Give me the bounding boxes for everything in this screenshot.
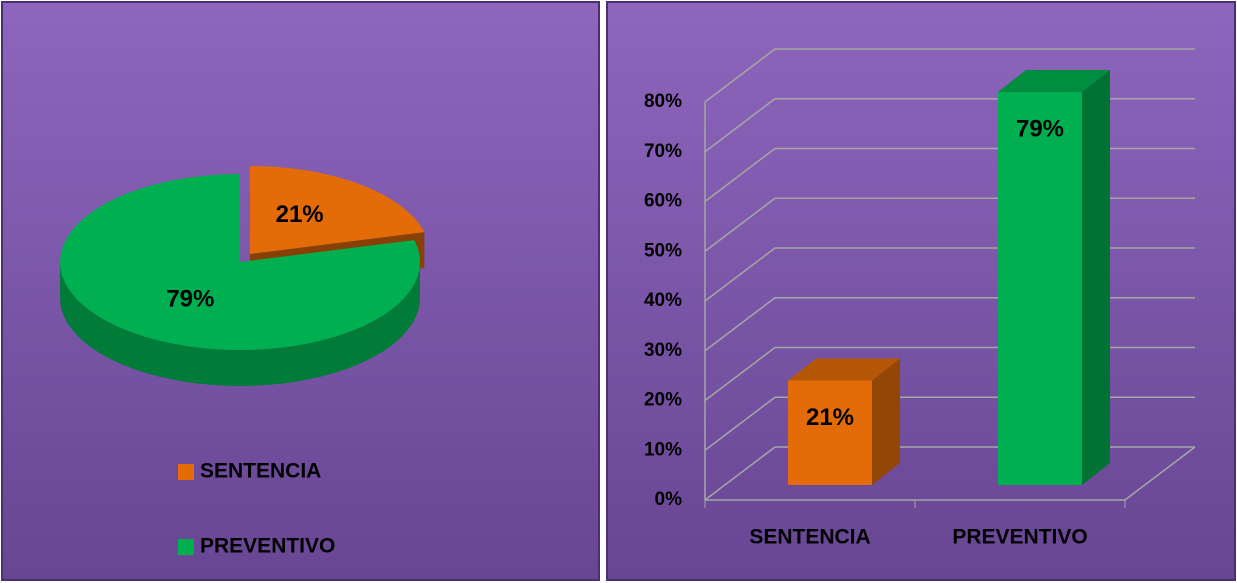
data-label: 79% xyxy=(1016,115,1064,142)
bar-top xyxy=(998,69,1110,92)
grid-line xyxy=(704,48,1195,103)
pie-top xyxy=(60,174,420,350)
bar-top xyxy=(788,358,900,381)
y-tick-label: 60% xyxy=(644,191,682,212)
data-label: 79% xyxy=(166,286,214,313)
data-label: 21% xyxy=(806,404,854,431)
bar xyxy=(788,358,900,485)
bar-front xyxy=(788,380,872,485)
x-tick-label: SENTENCIA xyxy=(749,526,870,549)
y-tick-label: 50% xyxy=(644,240,682,261)
bar-side xyxy=(872,358,900,485)
data-label: 21% xyxy=(276,201,324,228)
bar-front xyxy=(998,91,1082,485)
y-tick-label: 70% xyxy=(644,141,682,162)
y-tick-label: 40% xyxy=(644,290,682,311)
bar xyxy=(998,69,1110,485)
bar-panel xyxy=(606,1,1236,581)
y-tick-label: 0% xyxy=(655,489,683,510)
y-tick-label: 30% xyxy=(644,340,682,361)
floor xyxy=(1124,446,1196,501)
legend-label: SENTENCIA xyxy=(200,460,321,483)
y-tick-label: 20% xyxy=(644,390,682,411)
pie-top xyxy=(250,166,425,254)
bar-side xyxy=(1082,69,1110,485)
legend-swatch xyxy=(178,464,194,480)
pie-slice xyxy=(60,174,420,386)
pie-side xyxy=(60,262,420,386)
x-tick-label: PREVENTIVO xyxy=(952,526,1087,549)
y-tick-label: 10% xyxy=(644,439,682,460)
legend-swatch xyxy=(178,539,194,555)
legend-label: PREVENTIVO xyxy=(200,535,335,558)
y-tick-label: 80% xyxy=(644,91,682,112)
